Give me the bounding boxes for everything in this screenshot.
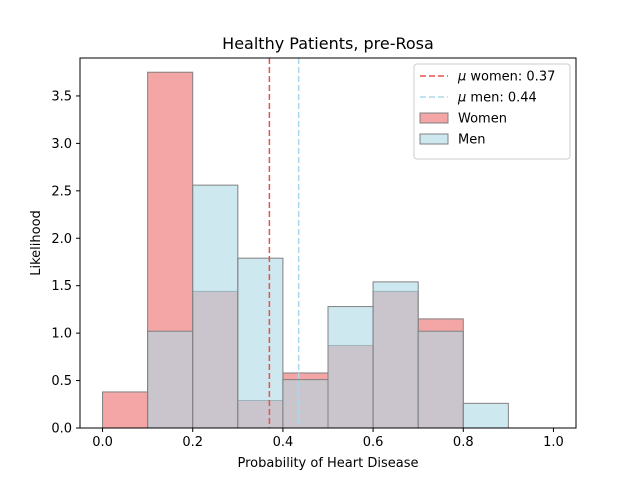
y-tick-label: 1.0	[51, 327, 72, 342]
legend-swatch-men	[419, 133, 449, 145]
legend-label-men: Men	[458, 133, 485, 148]
series-men	[147, 184, 509, 429]
y-axis-label: Likelihood	[29, 210, 44, 276]
bar-men-bin-7	[417, 330, 464, 429]
legend-swatch-women	[419, 112, 449, 124]
bars-layer	[102, 71, 509, 429]
legend-mean-text: men: 0.44	[466, 91, 537, 106]
legend-mu-symbol: μ	[457, 70, 466, 85]
y-tick-label: 1.5	[51, 279, 72, 294]
bar-men-bin-6	[372, 281, 419, 429]
y-tick-label: 2.5	[51, 184, 72, 199]
x-tick-label: 0.2	[182, 435, 203, 450]
bar-men-bin-4	[282, 379, 329, 429]
x-tick-label: 0.0	[92, 435, 113, 450]
legend-box	[413, 63, 571, 160]
y-tick-label: 0.0	[51, 422, 72, 437]
x-tick-label: 0.4	[273, 435, 294, 450]
ticks-layer: 0.0 0.2 0.4 0.6 0.8 1.0 0.0 0.5 1.0 1.5 2.0 2.5 3.0 3…	[51, 89, 563, 450]
legend-label-mean-men: μ men: 0.44	[457, 91, 537, 106]
y-tick-label: 2.0	[51, 232, 72, 247]
bar-men-bin-2	[192, 184, 239, 429]
bar-men-bin-5	[327, 306, 374, 429]
bar-men-bin-3	[237, 257, 284, 429]
legend-mu-symbol: μ	[457, 91, 466, 106]
x-tick-label: 1.0	[543, 435, 564, 450]
y-tick-label: 0.5	[51, 374, 72, 389]
mean-lines-layer	[268, 58, 300, 428]
bar-men-bin-1	[147, 330, 194, 429]
legend-mean-text: women: 0.37	[466, 70, 555, 85]
x-axis-label: Probability of Heart Disease	[238, 456, 419, 471]
x-tick-label: 0.6	[363, 435, 384, 450]
plot-frame	[79, 57, 577, 429]
bar-men-bin-8	[462, 402, 509, 429]
chart-title: Healthy Patients, pre-Rosa	[222, 34, 434, 53]
x-tick-label: 0.8	[453, 435, 474, 450]
bar-women-bin-0	[102, 391, 149, 429]
legend-label-mean-women: μ women: 0.37	[457, 70, 555, 85]
y-tick-label: 3.0	[51, 137, 72, 152]
legend-label-women: Women	[458, 112, 507, 127]
y-tick-label: 3.5	[51, 89, 72, 104]
